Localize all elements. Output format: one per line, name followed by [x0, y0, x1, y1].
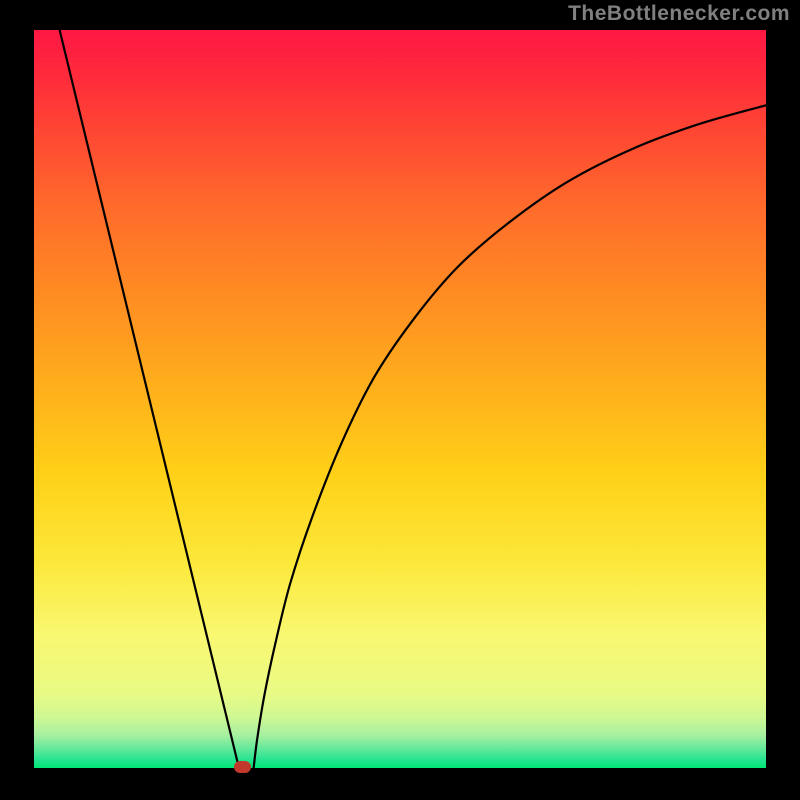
chart-gradient-background	[34, 30, 766, 768]
minimum-marker	[234, 761, 251, 773]
watermark-text: TheBottlenecker.com	[568, 2, 790, 26]
